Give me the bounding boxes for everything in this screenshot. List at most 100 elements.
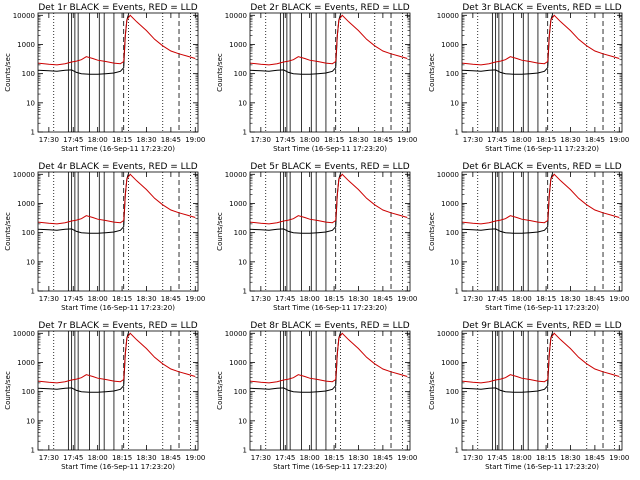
x-tick-label: 19:00 [185, 295, 205, 303]
y-tick-label: 10000 [437, 171, 459, 179]
x-tick-label: 18:45 [585, 136, 605, 144]
x-tick-label: 18:45 [373, 136, 393, 144]
x-tick-label: 17:30 [251, 295, 271, 303]
y-tick-label: 10 [26, 99, 35, 107]
y-tick-label: 100 [446, 70, 459, 78]
x-axis-label: Start Time (16-Sep-11 17:23:20) [61, 304, 175, 312]
y-tick-label: 10 [26, 258, 35, 266]
x-tick-label: 18:15 [324, 295, 344, 303]
series-lld [37, 173, 196, 225]
series-lld [37, 332, 196, 384]
plot-frame [37, 12, 199, 133]
panel-title: Det 2r BLACK = Events, RED = LLD [250, 3, 409, 13]
x-tick-label: 18:15 [536, 136, 556, 144]
y-tick-label: 100 [446, 229, 459, 237]
panel-3: Det 3r BLACK = Events, RED = LLD Counts/s… [428, 3, 629, 153]
x-tick-label: 18:30 [348, 454, 368, 462]
x-tick-label: 18:15 [324, 136, 344, 144]
y-axis-label: Counts/sec [216, 212, 224, 251]
x-tick-label: 18:15 [324, 454, 344, 462]
series-lld [461, 173, 620, 225]
x-tick-label: 17:30 [251, 454, 271, 462]
x-tick-label: 17:45 [63, 295, 83, 303]
y-tick-label: 100 [234, 70, 247, 78]
y-tick-label: 10000 [13, 171, 35, 179]
x-tick-label: 18:45 [585, 454, 605, 462]
series-lld [461, 332, 620, 384]
x-tick-label: 18:45 [161, 136, 181, 144]
panel-1: Det 1r BLACK = Events, RED = LLD Counts/s… [4, 3, 205, 153]
x-tick-label: 18:00 [512, 136, 532, 144]
x-tick-label: 18:45 [585, 295, 605, 303]
plot-frame [37, 330, 199, 451]
y-tick-label: 100 [22, 229, 35, 237]
y-tick-label: 1 [455, 129, 459, 137]
x-tick-label: 17:30 [39, 295, 59, 303]
x-axis-label: Start Time (16-Sep-11 17:23:20) [273, 463, 387, 471]
y-tick-label: 1 [31, 288, 35, 296]
x-tick-label: 18:45 [161, 295, 181, 303]
series-events [461, 172, 554, 234]
plot-frame [461, 171, 623, 292]
x-tick-label: 17:45 [487, 136, 507, 144]
x-tick-label: 17:30 [39, 136, 59, 144]
x-tick-label: 18:00 [300, 295, 320, 303]
y-axis-label: Counts/sec [4, 212, 12, 251]
panel-title: Det 9r BLACK = Events, RED = LLD [462, 321, 621, 331]
x-axis-label: Start Time (16-Sep-11 17:23:20) [485, 463, 599, 471]
panel-title: Det 1r BLACK = Events, RED = LLD [38, 3, 197, 13]
x-tick-label: 19:00 [397, 454, 417, 462]
y-tick-label: 1000 [17, 41, 35, 49]
x-tick-label: 18:15 [112, 136, 132, 144]
x-tick-label: 17:45 [275, 295, 295, 303]
x-tick-label: 18:45 [161, 454, 181, 462]
y-tick-label: 10000 [437, 12, 459, 20]
x-axis-label: Start Time (16-Sep-11 17:23:20) [61, 463, 175, 471]
x-tick-label: 18:30 [136, 295, 156, 303]
y-tick-label: 1 [455, 447, 459, 455]
y-axis-label: Counts/sec [216, 371, 224, 410]
x-tick-label: 17:30 [39, 454, 59, 462]
series-events [37, 13, 130, 75]
panel-8: Det 8r BLACK = Events, RED = LLD Counts/s… [216, 321, 417, 471]
plot-frame [249, 171, 411, 292]
x-tick-label: 17:45 [275, 454, 295, 462]
x-tick-label: 19:00 [609, 454, 629, 462]
x-tick-label: 18:00 [300, 136, 320, 144]
y-tick-label: 10 [26, 417, 35, 425]
panel-title: Det 7r BLACK = Events, RED = LLD [38, 321, 197, 331]
x-tick-label: 18:00 [512, 295, 532, 303]
panel-title: Det 5r BLACK = Events, RED = LLD [250, 162, 409, 172]
y-tick-label: 10 [238, 99, 247, 107]
y-tick-label: 1000 [229, 200, 247, 208]
y-tick-label: 1 [243, 288, 247, 296]
series-events [249, 13, 342, 75]
y-tick-label: 10000 [13, 12, 35, 20]
y-tick-label: 1000 [17, 200, 35, 208]
series-lld [249, 14, 408, 66]
x-tick-label: 19:00 [609, 295, 629, 303]
panel-title: Det 8r BLACK = Events, RED = LLD [250, 321, 409, 331]
y-tick-label: 1000 [441, 41, 459, 49]
x-tick-label: 18:00 [512, 454, 532, 462]
y-tick-label: 100 [234, 388, 247, 396]
y-tick-label: 100 [22, 388, 35, 396]
y-tick-label: 1000 [229, 41, 247, 49]
plot-frame [249, 12, 411, 133]
y-tick-label: 1 [243, 447, 247, 455]
y-tick-label: 1 [31, 129, 35, 137]
y-tick-label: 1000 [229, 359, 247, 367]
y-axis-label: Counts/sec [428, 212, 436, 251]
x-tick-label: 18:00 [88, 136, 108, 144]
x-tick-label: 17:30 [463, 295, 483, 303]
x-tick-label: 19:00 [185, 454, 205, 462]
y-tick-label: 100 [446, 388, 459, 396]
x-axis-label: Start Time (16-Sep-11 17:23:20) [485, 304, 599, 312]
series-events [37, 331, 130, 393]
x-tick-label: 18:00 [300, 454, 320, 462]
y-tick-label: 10000 [13, 330, 35, 338]
y-tick-label: 10 [238, 417, 247, 425]
y-tick-label: 1000 [17, 359, 35, 367]
panel-5: Det 5r BLACK = Events, RED = LLD Counts/s… [216, 162, 417, 312]
